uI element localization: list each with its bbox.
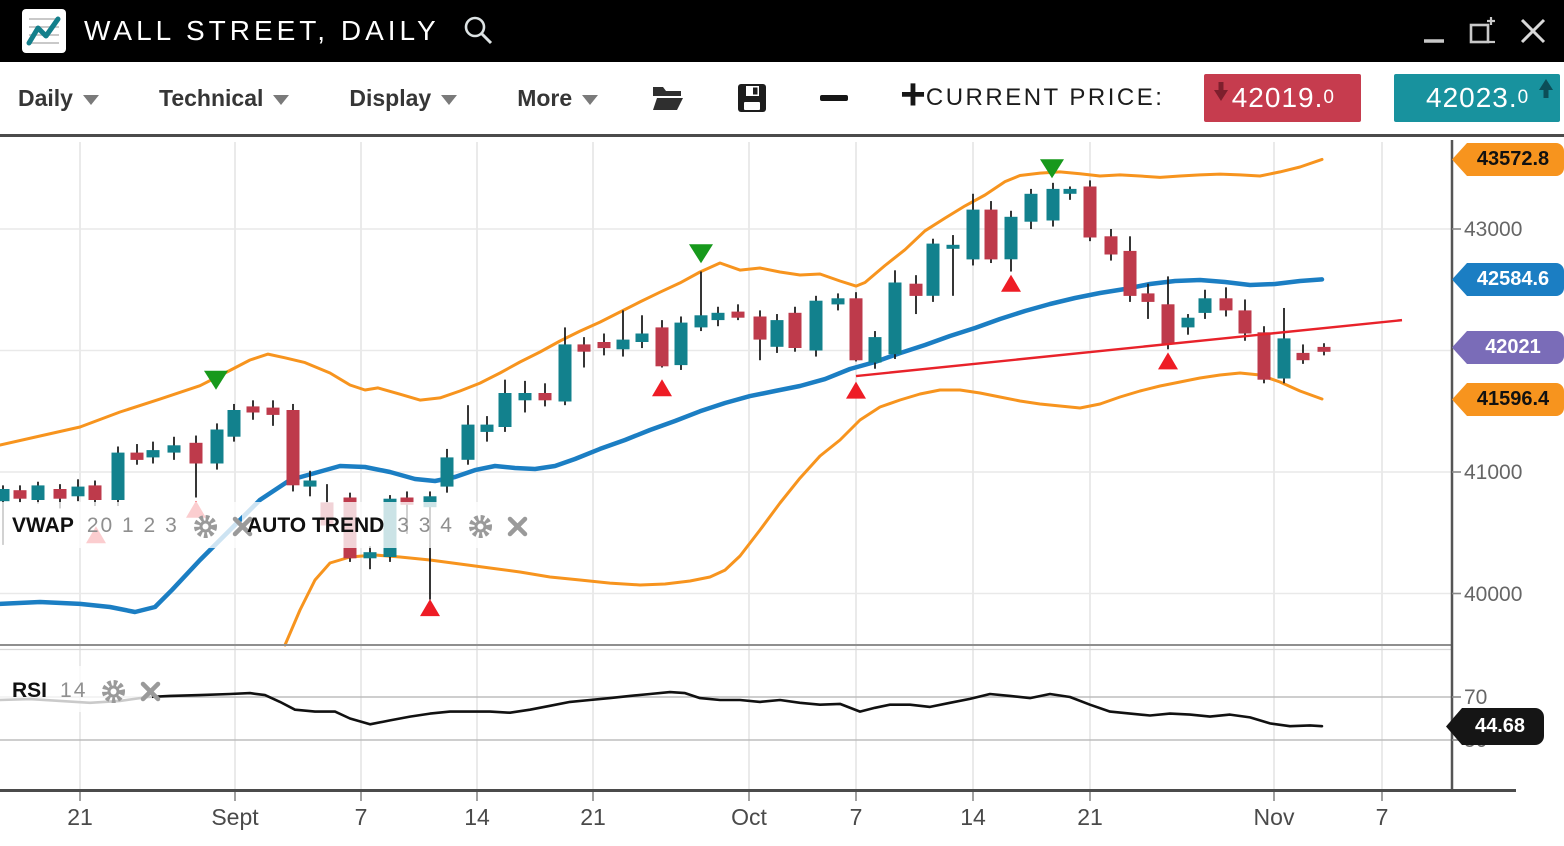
gear-icon[interactable] [467, 513, 494, 540]
minus-icon [820, 95, 849, 101]
chevron-down-icon [582, 94, 599, 105]
save-icon [738, 84, 767, 112]
menu-display[interactable]: Display [349, 85, 458, 112]
buy-price-button[interactable]: 42023. 0 [1394, 74, 1560, 122]
restore-button[interactable] [1466, 15, 1498, 47]
arrow-up-icon [1539, 79, 1553, 98]
app-logo-icon [22, 9, 66, 53]
close-icon[interactable] [140, 681, 161, 702]
vwap-name: VWAP [12, 514, 74, 537]
vwap-params: 20 1 2 3 [86, 514, 179, 537]
rsi-name: RSI [12, 679, 48, 702]
open-folder-button[interactable] [650, 83, 684, 113]
close-icon[interactable] [232, 516, 253, 537]
window-titlebar: WALL STREET, DAILY [0, 0, 1564, 62]
menu-technical[interactable]: Technical [159, 85, 290, 112]
minimize-button[interactable] [1422, 16, 1446, 46]
arrow-down-icon [1214, 82, 1229, 101]
close-button[interactable] [1518, 16, 1548, 46]
folder-icon [653, 87, 684, 110]
buy-price-value: 42023. [1426, 82, 1518, 113]
rsi-params: 14 [60, 679, 88, 702]
window-title: WALL STREET, DAILY [84, 15, 440, 46]
search-icon[interactable] [462, 14, 496, 48]
gear-icon[interactable] [100, 678, 127, 705]
zoom-in-button[interactable]: + [900, 73, 926, 117]
vwap-indicator-label: VWAP 20 1 2 3 [12, 511, 253, 541]
chevron-down-icon [82, 94, 99, 105]
chevron-down-icon [441, 94, 458, 105]
current-price-label: CURRENT PRICE: [925, 84, 1165, 111]
auto-trend-name: AUTO TREND [247, 514, 385, 537]
zoom-out-button[interactable] [820, 95, 849, 101]
plus-icon: + [900, 70, 926, 119]
rsi-indicator-label: RSI 14 [12, 676, 161, 706]
window-controls [1422, 15, 1548, 47]
chevron-down-icon [273, 94, 290, 105]
menu-more[interactable]: More [517, 85, 599, 112]
sell-price-value: 42019. [1231, 82, 1324, 113]
chart-toolbar: Daily Technical Display More + CURRENT P… [0, 62, 1564, 137]
close-icon[interactable] [507, 516, 528, 537]
menu-daily[interactable]: Daily [18, 85, 99, 112]
sell-price-button[interactable]: 42019. 0 [1204, 74, 1362, 122]
auto-trend-params: 3 3 4 [397, 514, 454, 537]
save-button[interactable] [736, 82, 768, 114]
price-chart[interactable] [0, 140, 1564, 846]
auto-trend-indicator-label: AUTO TREND 3 3 4 [247, 511, 528, 541]
gear-icon[interactable] [192, 513, 219, 540]
